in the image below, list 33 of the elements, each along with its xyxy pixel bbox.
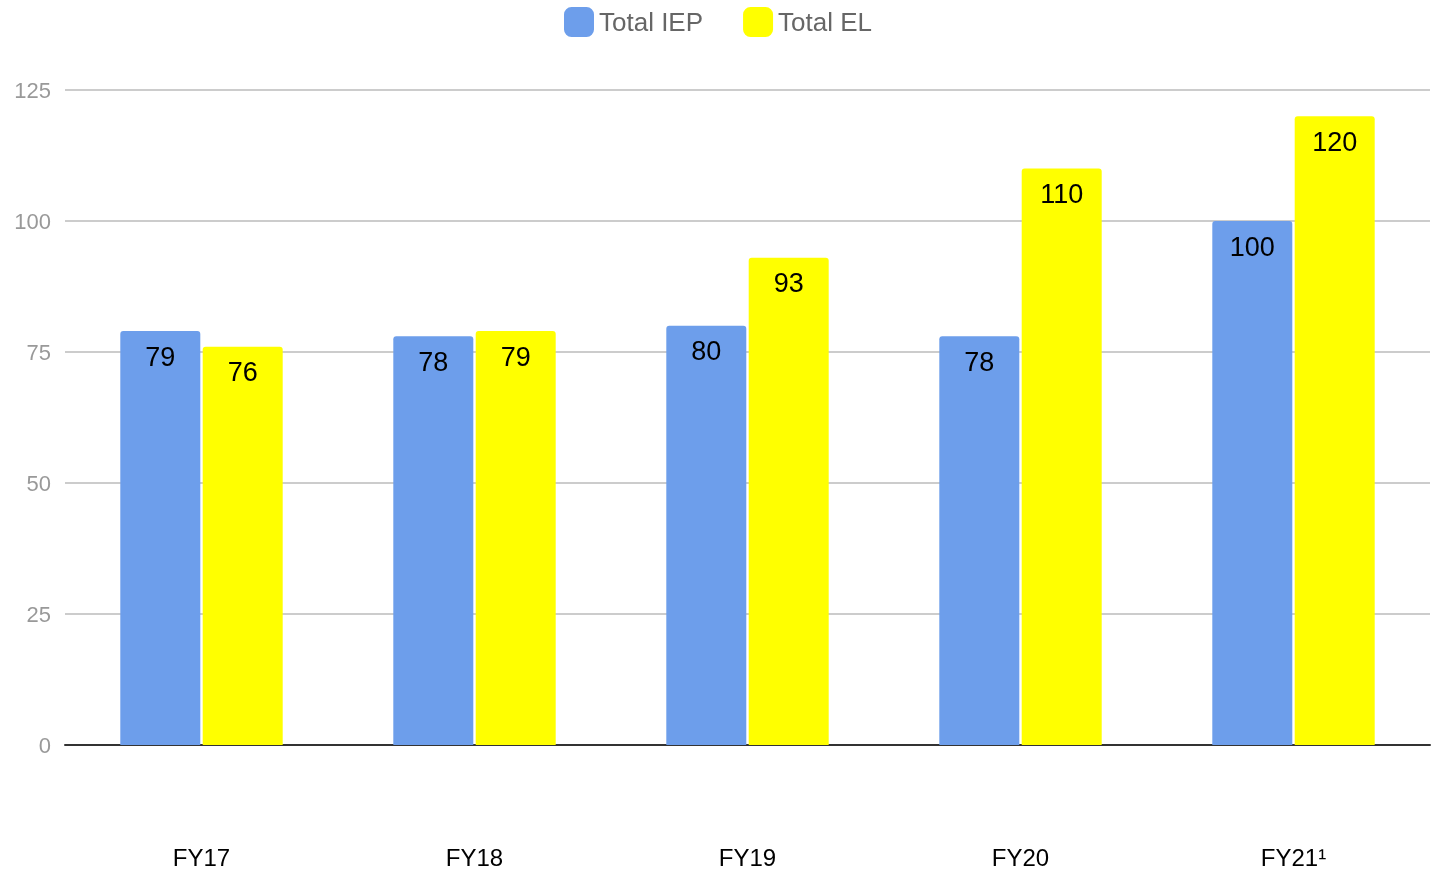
bar [475,331,556,745]
legend-label: Total EL [778,7,873,37]
x-tick-label: FY17 [172,843,231,869]
data-label: 79 [500,341,531,372]
bar [748,257,829,745]
x-tick-label: FY19 [718,843,777,869]
data-label: 79 [145,341,176,372]
bar [202,346,283,745]
data-label: 100 [1229,231,1275,262]
bar [666,325,747,745]
bar [1212,221,1293,745]
data-label: 76 [227,357,258,388]
data-label: 110 [1040,179,1084,210]
legend-label: Total IEP [599,7,704,37]
y-tick-label: 0 [38,732,51,758]
y-tick-label: 50 [26,470,51,496]
y-tick-label: 25 [26,601,51,627]
y-tick-label: 100 [14,208,51,234]
bar [1294,116,1375,745]
bar [120,331,201,745]
x-tick-label: FY18 [445,843,504,869]
data-label: 80 [691,336,722,367]
x-tick-label: FY20 [991,843,1050,869]
data-label: 78 [418,346,449,377]
bar [393,336,474,745]
data-label: 120 [1312,126,1358,157]
bar [939,336,1020,745]
data-label: 78 [964,346,995,377]
y-tick-label: 125 [14,77,51,103]
data-label: 93 [773,268,804,299]
bar [1021,168,1102,745]
x-tick-label: FY21¹ [1260,843,1327,869]
y-tick-label: 75 [26,339,51,365]
